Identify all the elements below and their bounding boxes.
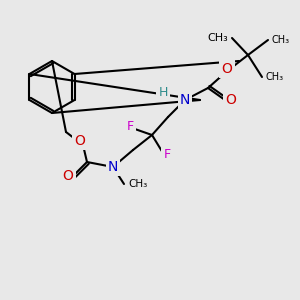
Text: O: O [75, 134, 86, 148]
Text: CH₃: CH₃ [272, 35, 290, 45]
Text: O: O [222, 62, 232, 76]
Text: CH₃: CH₃ [207, 33, 228, 43]
Text: F: F [126, 121, 134, 134]
Text: N: N [108, 160, 118, 174]
Text: CH₃: CH₃ [266, 72, 284, 82]
Text: N: N [180, 93, 190, 107]
Text: CH₃: CH₃ [128, 179, 147, 189]
Text: F: F [164, 148, 171, 160]
Text: O: O [226, 93, 236, 107]
Text: H: H [158, 85, 168, 98]
Text: O: O [63, 169, 74, 183]
